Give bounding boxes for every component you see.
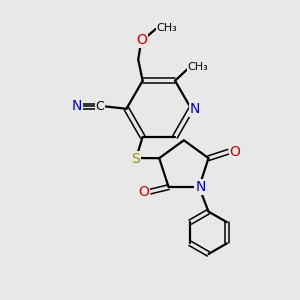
Text: C: C xyxy=(96,100,104,113)
Text: S: S xyxy=(131,152,140,166)
Text: CH₃: CH₃ xyxy=(187,62,208,72)
Text: N: N xyxy=(195,180,206,194)
Text: O: O xyxy=(136,33,148,47)
Text: N: N xyxy=(72,99,82,113)
Text: O: O xyxy=(230,145,240,159)
Text: CH₃: CH₃ xyxy=(157,23,178,33)
Text: O: O xyxy=(139,184,149,199)
Text: N: N xyxy=(190,102,200,116)
